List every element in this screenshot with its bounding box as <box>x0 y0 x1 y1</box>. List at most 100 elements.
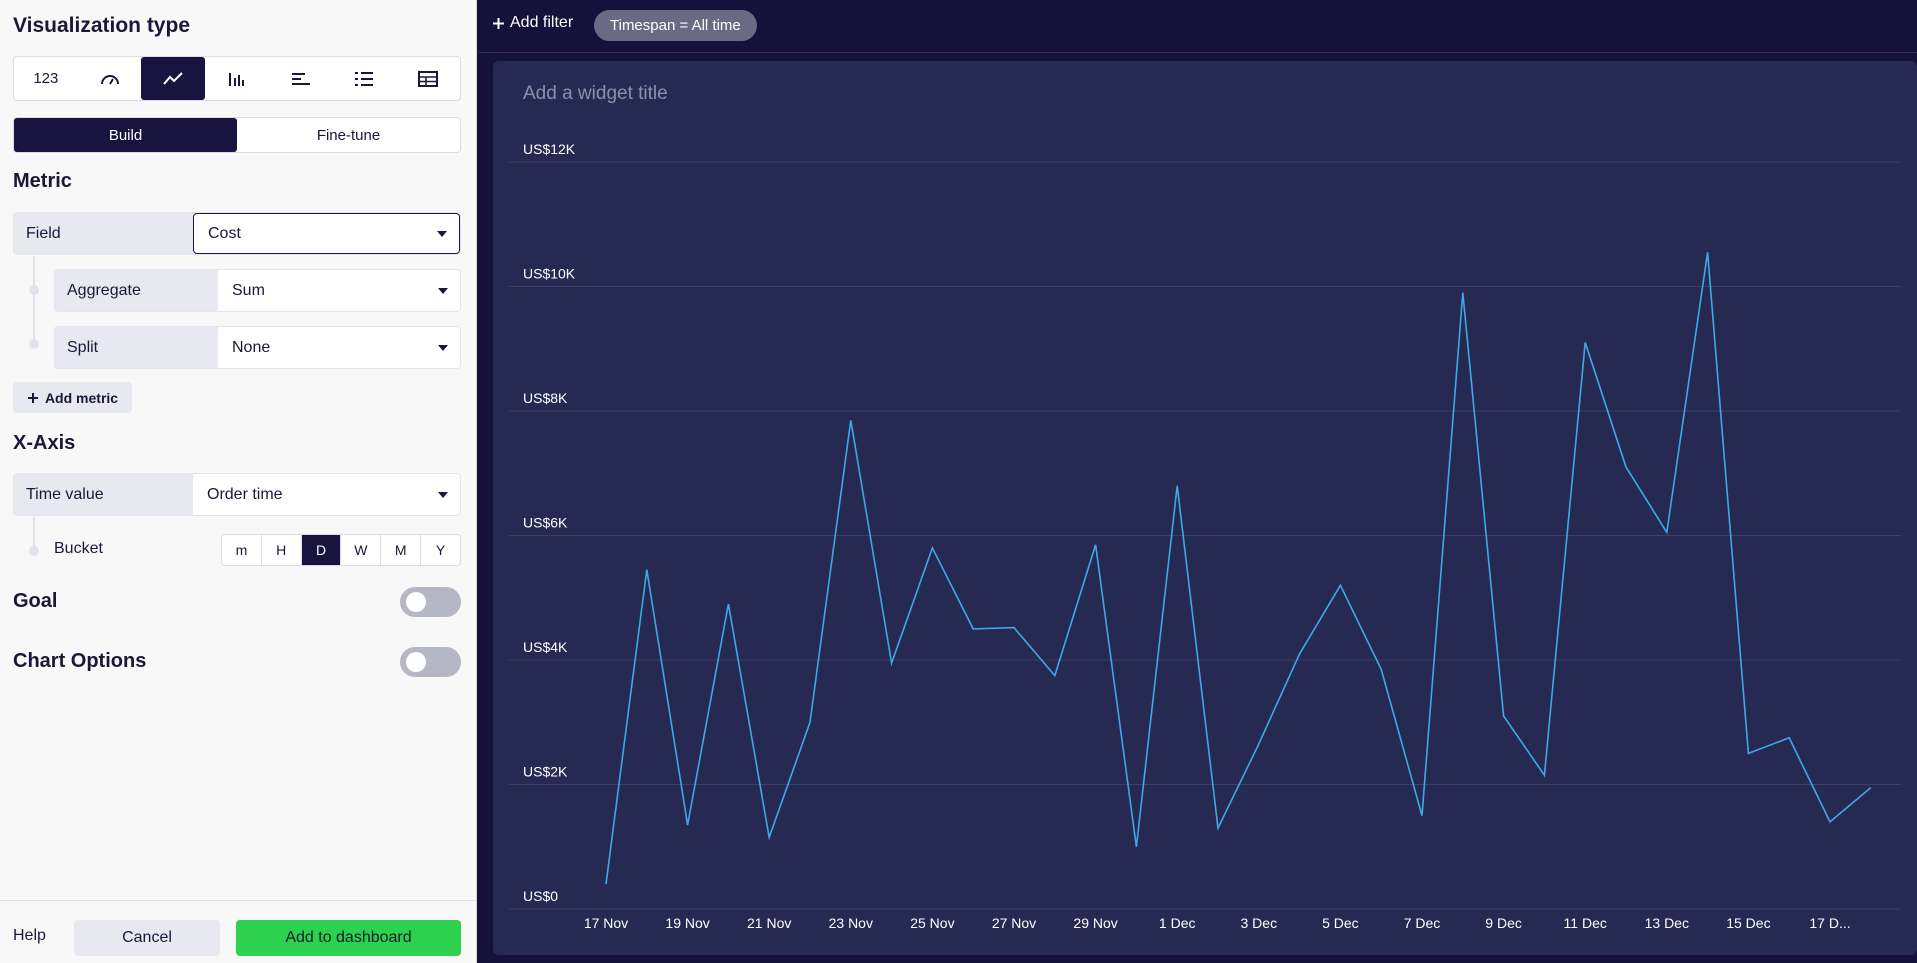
bucket-label: Bucket <box>54 540 103 557</box>
x-tick-label: 23 Nov <box>829 915 873 931</box>
split-row: Split None <box>54 326 461 369</box>
widget-title-input[interactable]: Add a widget title <box>523 83 668 104</box>
field-label: Field <box>14 213 193 254</box>
x-tick-label: 13 Dec <box>1645 915 1689 931</box>
bucket-year[interactable]: Y <box>435 542 446 558</box>
bucket-selector: m H D W M Y <box>221 534 461 566</box>
timespan-filter-chip[interactable]: Timespan = All time <box>594 10 757 41</box>
gauge-icon <box>100 74 119 85</box>
add-metric-button[interactable]: Add metric <box>13 382 132 413</box>
toggle-knob <box>406 592 426 612</box>
goal-title: Goal <box>13 590 58 612</box>
x-tick-label: 29 Nov <box>1073 915 1117 931</box>
mode-switch: Build Fine-tune <box>13 117 461 153</box>
chevron-down-icon <box>438 344 448 351</box>
y-tick-label: US$2K <box>523 764 568 780</box>
bucket-minute[interactable]: m <box>222 535 262 565</box>
bucket-month[interactable]: M <box>381 535 422 565</box>
x-tick-label: 21 Nov <box>747 915 791 931</box>
x-tick-label: 7 Dec <box>1404 915 1441 931</box>
plus-icon <box>27 392 38 403</box>
aggregate-select[interactable]: Sum <box>218 270 460 311</box>
viz-table-button[interactable] <box>396 57 460 100</box>
goal-toggle[interactable] <box>400 587 461 617</box>
split-select[interactable]: None <box>218 327 460 368</box>
viz-gauge-button[interactable] <box>78 57 142 100</box>
visualization-type-selector: 123 <box>13 56 461 101</box>
time-value-row: Time value Order time <box>13 473 461 516</box>
y-tick-label: US$0 <box>523 888 558 904</box>
line-chart: US$0 US$2K US$4K US$6K US$8K US$10K US$12K 17 N… <box>509 141 1901 931</box>
field-value: Cost <box>208 224 241 242</box>
tree-node <box>29 285 39 295</box>
plus-icon <box>493 17 504 29</box>
chart-options-title: Chart Options <box>13 650 147 672</box>
tree-connector <box>33 517 35 551</box>
x-tick-label: 11 Dec <box>1564 915 1607 931</box>
x-tick-label: 17 D... <box>1809 915 1850 931</box>
x-tick-label: 9 Dec <box>1485 915 1522 931</box>
xaxis-title: X-Axis <box>13 432 76 454</box>
split-value: None <box>232 338 271 356</box>
toggle-knob <box>406 652 426 672</box>
split-label: Split <box>55 327 218 368</box>
tree-node <box>29 339 39 349</box>
add-to-dashboard-button[interactable]: Add to dashboard <box>236 920 461 956</box>
time-value-value: Order time <box>207 485 283 503</box>
cancel-button[interactable]: Cancel <box>74 920 220 956</box>
metric-title: Metric <box>13 170 72 192</box>
line-chart-icon <box>163 71 184 85</box>
panel-footer: Help Cancel Add to dashboard <box>0 900 477 963</box>
aggregate-label: Aggregate <box>55 270 218 311</box>
x-tick-label: 15 Dec <box>1726 915 1770 931</box>
x-tick-label: 19 Nov <box>665 915 709 931</box>
add-metric-label: Add metric <box>44 389 119 406</box>
field-select[interactable]: Cost <box>193 213 460 254</box>
build-tab[interactable]: Build <box>14 118 237 152</box>
chevron-down-icon <box>438 491 448 498</box>
add-filter-label: Add filter <box>510 14 574 31</box>
settings-panel: Visualization type 123 Build Fine-tune M… <box>0 0 477 963</box>
aggregate-value: Sum <box>232 281 265 299</box>
chart-options-toggle[interactable] <box>400 647 461 677</box>
y-tick-label: US$12K <box>523 141 576 157</box>
list-icon <box>355 71 374 86</box>
viz-number-label: 123 <box>33 70 59 87</box>
table-icon <box>418 70 439 87</box>
viz-list-button[interactable] <box>333 57 397 100</box>
y-tick-label: US$6K <box>523 515 568 531</box>
x-tick-label: 1 Dec <box>1159 915 1196 931</box>
viz-number-button[interactable]: 123 <box>14 57 78 100</box>
bucket-week[interactable]: W <box>341 535 382 565</box>
viz-column-button[interactable] <box>205 57 269 100</box>
y-tick-label: US$10K <box>523 266 576 282</box>
viz-bar-button[interactable] <box>269 57 333 100</box>
time-value-label: Time value <box>14 474 193 515</box>
bucket-day[interactable]: D <box>301 535 342 565</box>
bucket-hour[interactable]: H <box>262 535 302 565</box>
x-tick-label: 3 Dec <box>1241 915 1278 931</box>
time-value-select[interactable]: Order time <box>193 474 460 515</box>
add-filter-button[interactable]: Add filter <box>492 14 573 32</box>
viz-line-button[interactable] <box>141 57 206 100</box>
aggregate-row: Aggregate Sum <box>54 269 461 312</box>
filter-bar: Add filter Timespan = All time <box>478 0 1917 53</box>
y-tick-label: US$4K <box>523 639 568 655</box>
tree-node <box>29 546 39 556</box>
series-line <box>605 252 1872 885</box>
visualization-type-title: Visualization type <box>13 14 190 37</box>
bar-chart-icon <box>291 72 310 85</box>
metric-field-row: Field Cost <box>13 212 461 255</box>
y-tick-label: US$8K <box>523 390 568 406</box>
x-tick-label: 25 Nov <box>910 915 954 931</box>
x-tick-label: 5 Dec <box>1322 915 1359 931</box>
finetune-tab[interactable]: Fine-tune <box>316 126 381 144</box>
chevron-down-icon <box>437 230 447 237</box>
x-tick-label: 27 Nov <box>992 915 1036 931</box>
tree-connector <box>33 256 35 346</box>
column-chart-icon <box>229 72 245 86</box>
help-link[interactable]: Help <box>13 927 46 944</box>
widget-preview: Add a widget title US$0 US$2K US$4K US$6K US… <box>493 61 1917 955</box>
chevron-down-icon <box>438 287 448 294</box>
x-tick-label: 17 Nov <box>584 915 628 931</box>
